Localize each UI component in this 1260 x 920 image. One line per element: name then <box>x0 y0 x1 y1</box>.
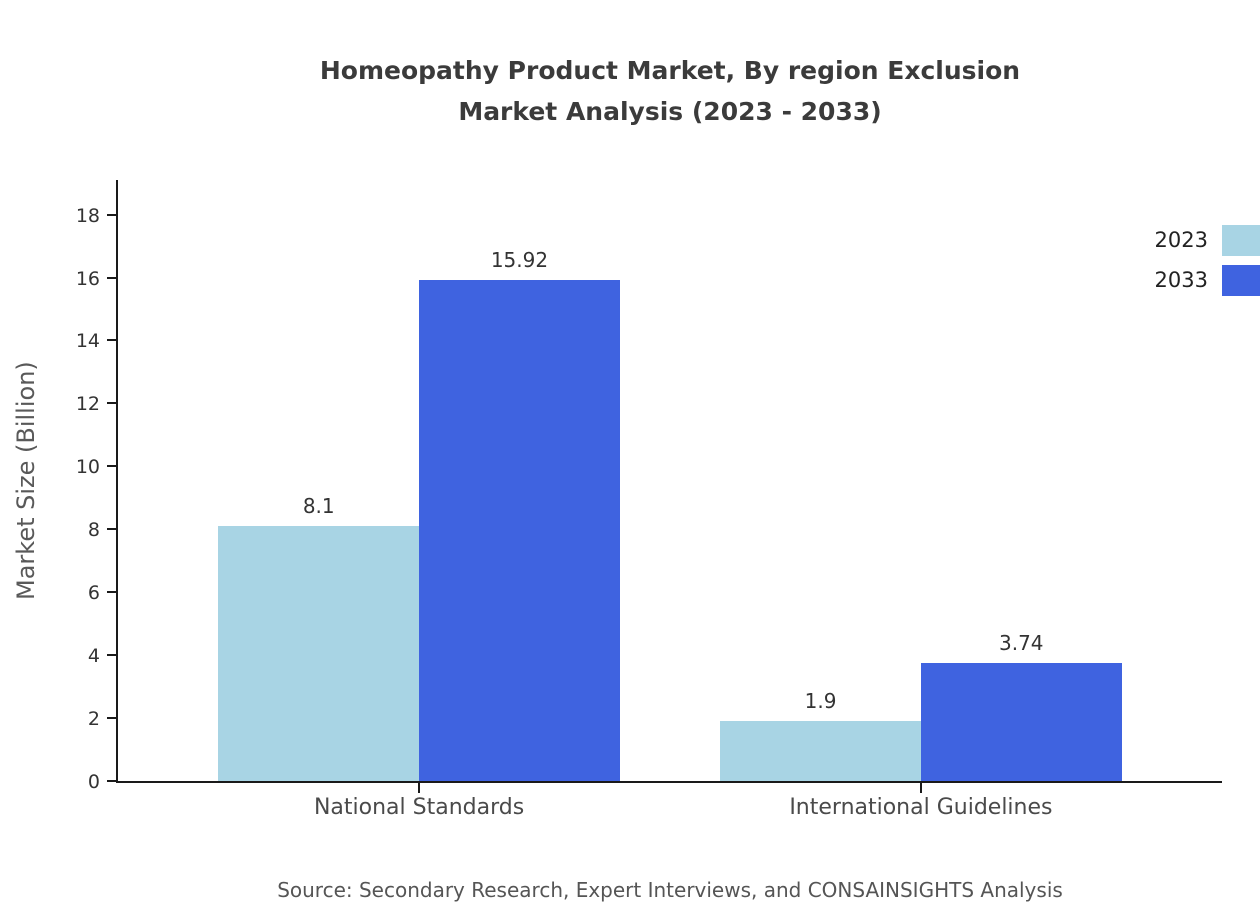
y-tick-label: 4 <box>87 645 100 668</box>
y-tick-label: 2 <box>87 708 100 731</box>
y-tick-mark <box>107 654 116 657</box>
source-text: Source: Secondary Research, Expert Inter… <box>277 878 1063 902</box>
x-tick-mark <box>919 783 922 793</box>
y-tick-label: 6 <box>87 582 100 605</box>
y-axis-label: Market Size (Billion) <box>12 361 40 600</box>
y-tick-label: 16 <box>75 267 100 290</box>
x-category-label: International Guidelines <box>789 795 1053 820</box>
y-tick-label: 18 <box>75 204 100 227</box>
chart-title-line1: Homeopathy Product Market, By region Exc… <box>319 56 1021 85</box>
bar-2033-international-guidelines <box>920 663 1122 781</box>
y-tick-mark <box>107 465 116 468</box>
bar-2023-national-standards <box>218 526 420 781</box>
y-tick-mark <box>107 213 116 216</box>
legend-label: 2033 <box>1154 268 1208 292</box>
y-tick-label: 14 <box>75 330 100 353</box>
x-tick-mark <box>418 783 421 793</box>
plot-area: 0 2 4 6 8 10 12 14 16 18 National Standards Interna… <box>76 180 1222 820</box>
y-tick-mark <box>107 528 116 531</box>
bar-value-label: 3.74 <box>999 631 1044 656</box>
y-tick-label: 0 <box>87 771 100 793</box>
y-tick-label: 12 <box>75 393 100 416</box>
legend-item-2033: 2033 <box>1155 260 1260 300</box>
legend-swatch-2023 <box>1222 224 1260 256</box>
x-category-label: National Standards <box>313 795 525 820</box>
chart-title-line2: Market Analysis (2023 - 2033) <box>458 97 882 126</box>
bar-value-label: 8.1 <box>302 494 335 519</box>
y-tick-label: 10 <box>75 456 100 479</box>
y-tick-mark <box>107 717 116 720</box>
legend-label: 2023 <box>1154 228 1208 252</box>
y-tick-mark <box>107 780 116 782</box>
y-tick-mark <box>107 276 116 279</box>
y-tick-mark <box>107 402 116 405</box>
x-axis-spine <box>116 781 1222 783</box>
bar-value-label: 15.92 <box>490 248 549 273</box>
y-tick-mark <box>107 339 116 342</box>
y-tick-mark <box>107 591 116 594</box>
bar-2033-national-standards <box>419 280 620 781</box>
bar-2023-international-guidelines <box>720 721 921 781</box>
y-tick-label: 8 <box>87 519 100 542</box>
legend-item-2023: 2023 <box>1155 220 1260 260</box>
legend-swatch-2033 <box>1222 264 1260 296</box>
y-axis-spine <box>116 180 118 783</box>
bar-value-label: 1.9 <box>804 689 837 714</box>
legend: 2023 2033 <box>1155 220 1260 300</box>
chart-title: Homeopathy Product Market, By region Exc… <box>118 50 1222 132</box>
